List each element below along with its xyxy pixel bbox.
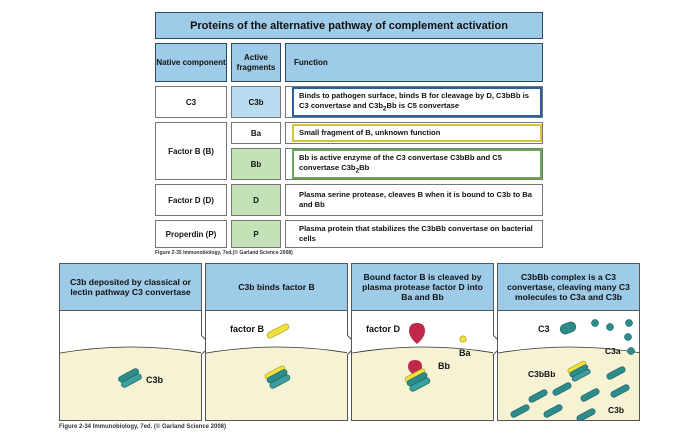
panel-1-illustration: C3b (60, 346, 201, 420)
function-d-cell: Plasma serine protease, cleaves B when i… (285, 184, 543, 216)
header-native-component: Native component (155, 43, 227, 82)
factor-d-molecule (409, 323, 425, 344)
function-c3b: Binds to pathogen surface, binds B for c… (292, 86, 542, 118)
panel-3-illustration: factor D Ba Bb (352, 323, 493, 420)
label-c3b: C3b (146, 375, 164, 385)
function-bb: Bb is active enzyme of the C3 convertase… (292, 148, 542, 180)
label-factor-b: factor B (230, 324, 265, 334)
fragment-c3b: C3b (231, 86, 281, 118)
header-function: Function (285, 43, 543, 82)
panel-factor-b-cleaved: Bound factor B is cleaved by plasma prot… (351, 263, 494, 421)
function-p-cell: Plasma protein that stabilizes the C3bBb… (285, 220, 543, 248)
function-bb-cell: Bb is active enzyme of the C3 convertase… (285, 148, 543, 180)
panel-c3bbb-convertase: C3bBb complex is a C3 convertase, cleavi… (497, 263, 640, 421)
label-c3a: C3a (605, 346, 621, 356)
table-title: Proteins of the alternative pathway of c… (155, 12, 543, 39)
label-c3: C3 (538, 324, 550, 334)
factor-b-molecule (266, 323, 290, 339)
native-factor-b: Factor B (B) (155, 122, 227, 180)
header-active-fragments: Active fragments (231, 43, 281, 82)
function-ba: Small fragment of B, unknown function (292, 124, 542, 142)
panel-1-heading: C3b deposited by classical or lectin pat… (60, 264, 201, 311)
label-ba: Ba (459, 348, 471, 358)
c3b-factor-b-complex (264, 365, 291, 389)
panel-c3b-binds-factor-b: C3b binds factor B factor B (205, 263, 348, 421)
ba-fragment (459, 335, 467, 343)
c3a-fragments (591, 319, 635, 355)
fragment-d: D (231, 184, 281, 216)
c3b-deposited-molecules (510, 366, 630, 420)
label-factor-d: factor D (366, 324, 401, 334)
panel-c3b-deposited: C3b deposited by classical or lectin pat… (59, 263, 202, 421)
panel-3-heading: Bound factor B is cleaved by plasma prot… (352, 264, 493, 311)
native-properdin: Properdin (P) (155, 220, 227, 248)
fragment-p: P (231, 220, 281, 248)
label-c3bbb: C3bBb (528, 369, 555, 379)
function-ba-cell: Small fragment of B, unknown function (285, 122, 543, 144)
table-caption: Figure 2-35 Immunobiology, 7ed.(© Garlan… (155, 250, 293, 256)
alternative-pathway-table: Proteins of the alternative pathway of c… (155, 12, 543, 248)
function-d: Plasma serine protease, cleaves B when i… (299, 190, 532, 209)
panel-4-heading: C3bBb complex is a C3 convertase, cleavi… (498, 264, 639, 311)
panel-4-illustration: C3 C3a C3bBb C3b (498, 319, 639, 420)
label-bb: Bb (438, 361, 450, 371)
function-c3b-cell: Binds to pathogen surface, binds B for c… (285, 86, 543, 118)
fragment-ba: Ba (231, 122, 281, 144)
native-factor-d: Factor D (D) (155, 184, 227, 216)
c3-molecules (559, 321, 577, 335)
panel-2-heading: C3b binds factor B (206, 264, 347, 311)
c3bbb-complex (567, 360, 591, 382)
function-p: Plasma protein that stabilizes the C3bBb… (299, 224, 533, 243)
label-c3b: C3b (608, 405, 624, 415)
native-c3: C3 (155, 86, 227, 118)
c3bbb-forming (404, 368, 431, 392)
fragment-bb: Bb (231, 148, 281, 180)
figure-caption: Figure 2-34 Immunobiology, 7ed. (© Garla… (59, 424, 227, 430)
c3b-molecule (118, 368, 142, 388)
panel-2-illustration: factor B (206, 323, 347, 420)
